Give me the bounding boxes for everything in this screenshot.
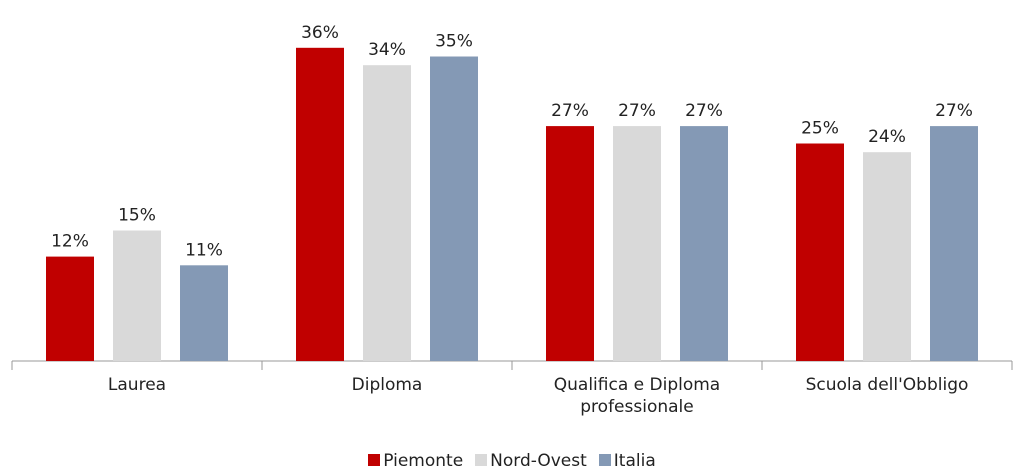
bar [796,143,844,361]
legend-label: Nord-Ovest [490,451,587,471]
bar [613,126,661,361]
value-label: 27% [551,101,589,121]
legend-swatch [598,454,611,466]
value-label: 12% [51,232,89,252]
bar [180,265,228,361]
legend-swatch [368,454,381,466]
value-label: 27% [935,101,973,121]
value-label: 34% [368,40,406,60]
legend-swatch [475,454,488,466]
bar [680,126,728,361]
x-tick-label: Diploma [351,375,423,395]
bar [113,230,161,361]
bar [546,126,594,361]
legend-item: Piemonte [368,451,463,471]
value-label: 24% [868,127,906,147]
bar [430,56,478,361]
legend-item: Italia [598,451,656,471]
bar [863,152,911,361]
x-tick-label: Qualifica e Diploma professionale [553,375,721,417]
x-tick-label: Scuola dell'Obbligo [805,375,969,395]
value-label: 11% [185,240,223,260]
value-label: 15% [118,206,156,226]
legend-item: Nord-Ovest [475,451,587,471]
bar [296,47,344,362]
value-label: 27% [685,101,723,121]
x-tick-label: Laurea [107,375,167,395]
value-label: 27% [618,101,656,121]
legend-label: Piemonte [383,451,464,471]
value-label: 36% [301,23,339,43]
legend-label: Italia [613,451,656,471]
bar [363,65,411,361]
legend: Piemonte Nord-Ovest Italia [0,451,1024,471]
value-label: 35% [435,32,473,52]
value-label: 25% [801,119,839,139]
bar [46,256,94,361]
bar [930,126,978,361]
